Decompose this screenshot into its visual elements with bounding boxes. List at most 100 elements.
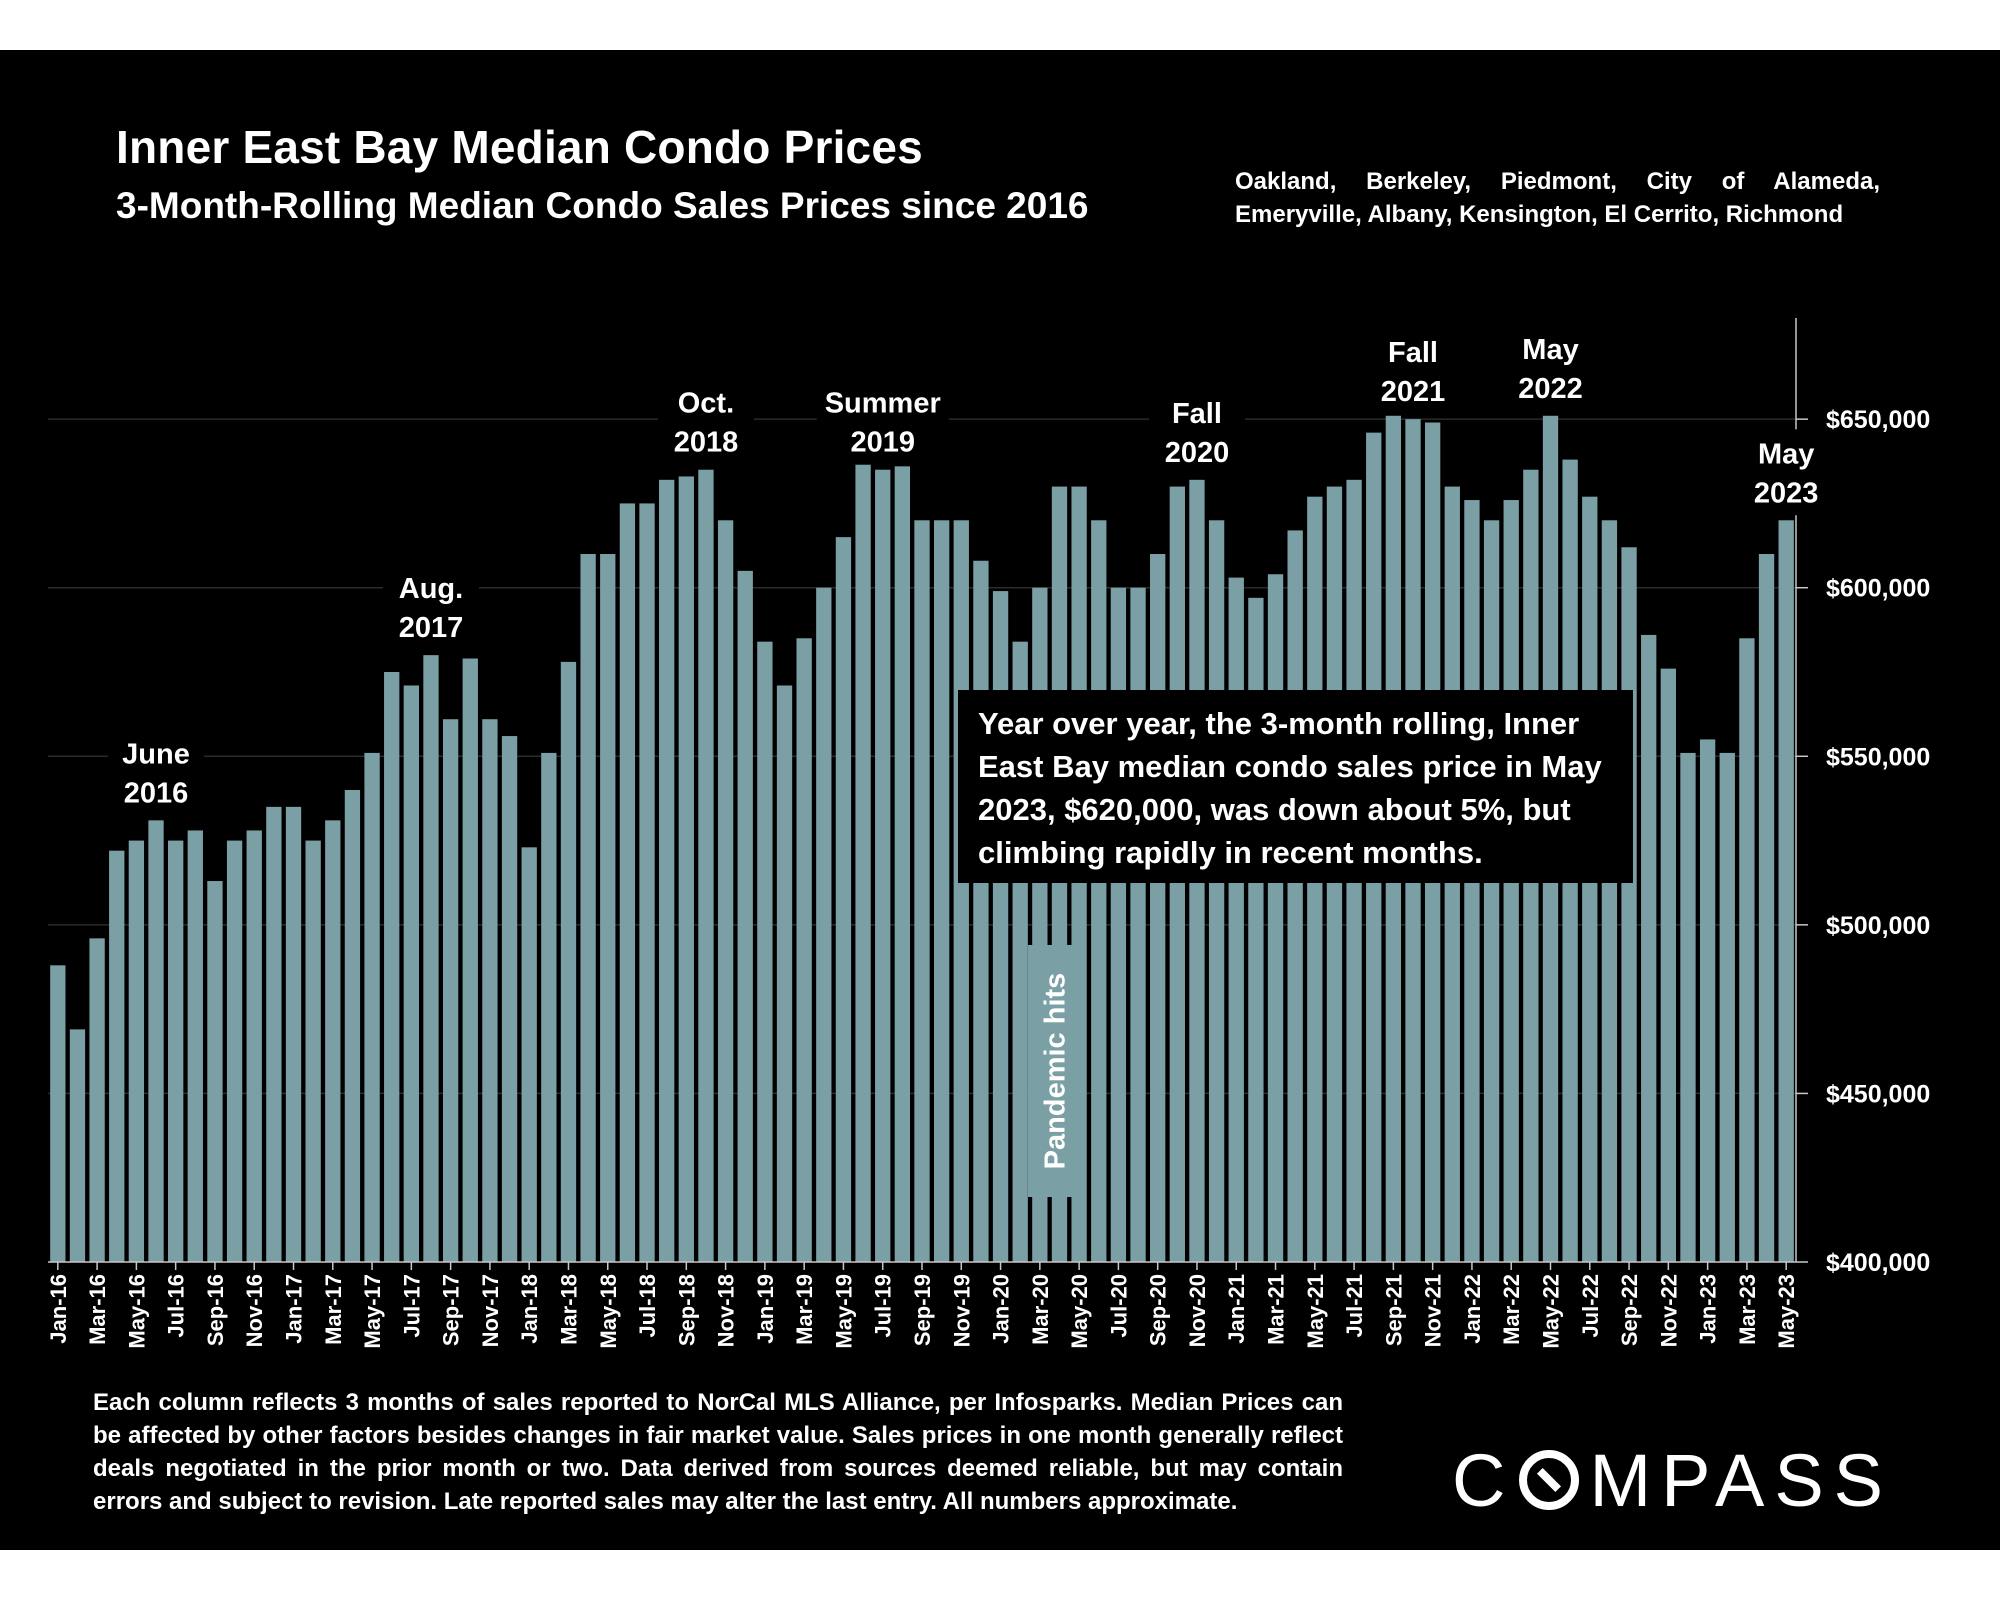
- x-tick-label: Mar-18: [556, 1274, 581, 1345]
- x-tick-label: Mar-16: [85, 1274, 110, 1345]
- y-tick-label: $450,000: [1826, 1080, 1930, 1108]
- x-tick-label: May-17: [360, 1274, 385, 1349]
- x-tick-label: Nov-20: [1185, 1274, 1210, 1347]
- y-tick-label: $550,000: [1826, 743, 1930, 771]
- x-tick-label: Nov-19: [949, 1274, 974, 1347]
- bar-Oct-17: [462, 658, 478, 1262]
- annotation-text: Summer: [825, 388, 941, 420]
- chart-title: Inner East Bay Median Condo Prices: [116, 121, 923, 173]
- y-tick-label: $500,000: [1826, 912, 1930, 940]
- x-tick-label: Sep-16: [203, 1274, 228, 1346]
- x-tick-label: Sep-22: [1617, 1274, 1642, 1346]
- bar-Feb-19: [776, 685, 793, 1262]
- bar-Mar-23: [1739, 638, 1755, 1262]
- x-tick-label: Jan-21: [1224, 1274, 1249, 1344]
- annotation-bg: [108, 729, 205, 816]
- bar-Sep-19: [914, 520, 930, 1262]
- bar-Nov-17: [482, 719, 498, 1262]
- bar-Apr-18: [580, 554, 596, 1262]
- bar-Feb-17: [305, 840, 321, 1262]
- bar-May-19: [835, 537, 852, 1262]
- annotation-bg: [1738, 429, 1835, 516]
- bar-Aug-22: [1601, 520, 1618, 1262]
- x-tick-label: Jul-21: [1342, 1274, 1367, 1338]
- bar-Mar-17: [325, 820, 341, 1262]
- bar-Dec-20: [1208, 520, 1225, 1262]
- compass-o-icon: [1519, 1450, 1580, 1510]
- x-tick-label: May-19: [831, 1274, 856, 1349]
- x-tick-label: Jan-17: [282, 1274, 307, 1344]
- x-tick-label: Nov-21: [1421, 1274, 1446, 1347]
- bar-Dec-17: [501, 736, 518, 1262]
- region-list: Oakland, Berkeley, Piedmont, City of Ala…: [1235, 168, 1880, 228]
- annotation-bg: [382, 564, 479, 651]
- x-tick-label: Sep-19: [910, 1274, 935, 1346]
- bar-Jun-16: [148, 820, 164, 1262]
- compass-logo: C MPASS: [1452, 1438, 1894, 1522]
- annotation-text: Fall: [1172, 398, 1222, 430]
- annotation-text: 2019: [850, 427, 915, 459]
- x-tick-label: Jan-19: [753, 1274, 778, 1344]
- tick-labels: $400,000 $450,000 $500,000 $550,000 $600,000…: [46, 406, 1930, 1348]
- annotation-text: Oct.: [678, 388, 734, 420]
- bar-Dec-18: [737, 570, 753, 1262]
- x-tick-label: Jul-19: [871, 1274, 896, 1338]
- y-tick-label: $600,000: [1826, 575, 1930, 603]
- bar-Nov-16: [246, 830, 262, 1262]
- bar-Jun-17: [384, 672, 400, 1262]
- logo-text-start: C: [1452, 1438, 1516, 1522]
- x-tick-label: May-16: [124, 1274, 149, 1349]
- bar-Apr-23: [1758, 554, 1775, 1262]
- bar-Aug-20: [1130, 587, 1146, 1262]
- bar-May-16: [128, 840, 145, 1262]
- bar-Jun-19: [855, 462, 871, 1262]
- bar-Jun-18: [619, 503, 636, 1262]
- logo-text-end: MPASS: [1589, 1438, 1894, 1522]
- bar-Aug-16: [187, 830, 203, 1262]
- x-tick-label: Jan-16: [46, 1274, 71, 1344]
- x-tick-label: Sep-21: [1381, 1274, 1406, 1346]
- annotation: May 2023: [1738, 429, 1835, 516]
- bar-Jul-18: [639, 503, 655, 1262]
- bar-May-23: [1778, 520, 1794, 1262]
- x-tick-label: Jul-20: [1106, 1274, 1131, 1338]
- bar-Jan-16: [50, 965, 66, 1262]
- bar-Feb-22: [1483, 520, 1500, 1262]
- bar-Jan-17: [285, 806, 302, 1262]
- annotation-text: 2021: [1381, 376, 1446, 408]
- bar-Apr-16: [109, 850, 125, 1262]
- x-tick-label: Nov-18: [714, 1274, 739, 1347]
- pandemic-label: Pandemic hits: [1039, 972, 1072, 1170]
- x-tick-label: Mar-17: [321, 1274, 346, 1345]
- footnote: Each column reflects 3 months of sales r…: [93, 1389, 1343, 1515]
- bar-Jun-20: [1091, 520, 1107, 1262]
- bar-Sep-22: [1621, 547, 1637, 1262]
- chart-subtitle: 3-Month-Rolling Median Condo Sales Price…: [116, 185, 1089, 226]
- bar-Dec-16: [266, 806, 282, 1262]
- x-tick-label: Jul-22: [1578, 1274, 1603, 1338]
- bar-Jan-19: [757, 641, 773, 1262]
- bar-Jul-19: [875, 469, 891, 1262]
- annotation-text: 2017: [399, 612, 464, 644]
- annotation-text: 2020: [1165, 437, 1230, 469]
- x-tick-label: Jan-23: [1696, 1274, 1721, 1344]
- x-tick-label: Mar-22: [1499, 1274, 1524, 1345]
- yoy-callout: Year over year, the 3-month rolling, Inn…: [958, 690, 1633, 883]
- bar-Sep-18: [678, 476, 694, 1262]
- x-tick-label: May-21: [1303, 1274, 1328, 1349]
- x-tick-label: May-20: [1067, 1274, 1092, 1349]
- annotation-bg: [1502, 324, 1599, 411]
- x-tick-label: Jul-18: [635, 1274, 660, 1338]
- bar-Sep-20: [1150, 554, 1166, 1262]
- bar-Oct-22: [1641, 634, 1657, 1262]
- annotation: Fall 2021: [1365, 328, 1462, 415]
- bar-Oct-18: [698, 469, 714, 1262]
- annotation: May 2022: [1502, 324, 1599, 411]
- bar-Mar-19: [796, 638, 812, 1262]
- bar-Jul-20: [1110, 587, 1127, 1262]
- x-tick-label: Mar-20: [1028, 1274, 1053, 1345]
- bar-Aug-19: [894, 466, 911, 1262]
- annotation-text: May: [1522, 334, 1578, 366]
- bar-Jan-21: [1228, 577, 1244, 1262]
- annotation-text: Aug.: [399, 573, 463, 605]
